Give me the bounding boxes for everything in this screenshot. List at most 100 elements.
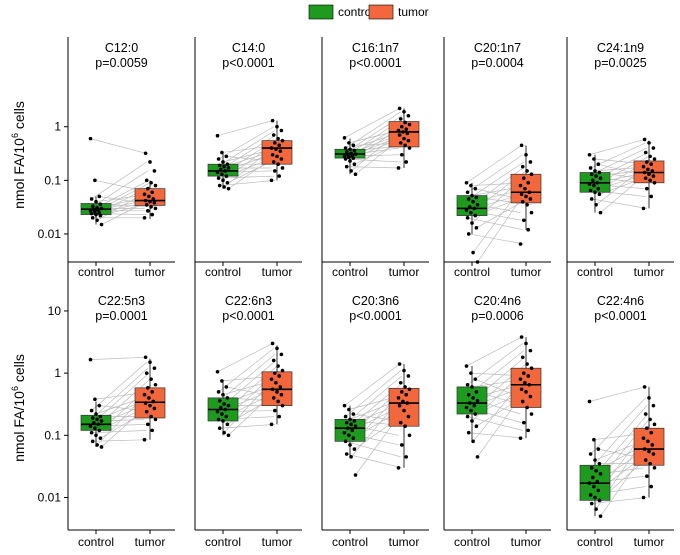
point-control <box>223 407 227 412</box>
point-control <box>221 419 225 423</box>
point-tumor <box>142 392 147 397</box>
panel-pvalue: p=0.0025 <box>594 56 647 70</box>
legend-swatch-control <box>308 4 334 20</box>
point-control <box>473 186 478 191</box>
point-tumor <box>398 420 403 425</box>
point-tumor <box>275 346 279 351</box>
pair-line <box>90 356 146 360</box>
panel-c14-0: C14:0p<0.0001 control tumor <box>194 37 302 279</box>
panel-title: C20:4n6 <box>474 294 521 308</box>
pair-line <box>591 147 647 175</box>
point-control <box>597 170 602 175</box>
point-control <box>99 419 104 423</box>
point-tumor <box>149 205 153 209</box>
point-control <box>469 183 473 188</box>
panel-title: C20:1n7 <box>474 41 521 55</box>
point-tumor <box>527 190 532 195</box>
point-tumor <box>406 414 411 419</box>
point-control <box>589 172 594 177</box>
y-axis-label-suffix: cells <box>11 101 27 133</box>
point-control <box>88 209 93 213</box>
point-tumor <box>149 377 153 381</box>
point-control <box>474 390 479 394</box>
point-tumor <box>400 124 404 129</box>
point-control <box>351 412 356 416</box>
point-control <box>348 147 352 152</box>
panel-title: C22:5n3 <box>98 294 145 308</box>
point-control <box>224 414 229 419</box>
point-control <box>351 156 356 160</box>
point-control <box>597 498 602 503</box>
point-tumor <box>518 183 523 188</box>
point-control <box>352 447 357 451</box>
point-control <box>219 405 223 410</box>
point-tumor <box>146 186 150 191</box>
point-control <box>98 436 103 440</box>
point-tumor <box>144 409 149 414</box>
point-tumor <box>143 198 148 203</box>
point-control <box>344 420 349 425</box>
point-control <box>597 461 602 466</box>
point-tumor <box>528 197 533 201</box>
point-tumor <box>646 167 650 172</box>
point-tumor <box>151 399 156 404</box>
pair-line <box>218 348 274 393</box>
pair-line <box>92 439 148 442</box>
point-tumor <box>270 341 275 346</box>
box-tumor <box>261 140 293 165</box>
point-tumor <box>150 390 154 394</box>
point-tumor <box>527 382 532 387</box>
point-tumor <box>277 414 282 419</box>
point-tumor <box>520 399 525 404</box>
point-tumor <box>271 358 276 363</box>
point-tumor <box>652 180 657 185</box>
point-tumor <box>406 374 411 378</box>
point-control <box>465 190 470 195</box>
point-control <box>464 208 469 212</box>
point-tumor <box>402 109 406 114</box>
point-tumor <box>402 368 406 373</box>
y-tick-label: 1 <box>54 366 61 380</box>
point-control <box>475 260 480 264</box>
point-control <box>353 172 358 177</box>
point-tumor <box>519 335 524 339</box>
pair-line <box>219 354 276 401</box>
x-tick-label: tumor <box>135 535 166 549</box>
point-tumor <box>407 387 412 392</box>
legend: control tumor <box>308 4 429 20</box>
point-control <box>217 183 222 188</box>
point-control <box>216 390 221 394</box>
point-control <box>89 408 94 413</box>
point-control <box>470 221 474 225</box>
point-control <box>472 403 477 408</box>
y-axis-label-suffix: cells <box>11 354 27 386</box>
point-tumor <box>278 385 283 389</box>
point-control <box>471 250 475 255</box>
y-tick-label: 0.1 <box>44 428 61 442</box>
point-tumor <box>269 422 274 427</box>
point-control <box>598 514 603 519</box>
point-tumor <box>525 405 529 410</box>
point-tumor <box>520 164 525 169</box>
point-tumor <box>279 128 284 133</box>
point-tumor <box>152 406 157 411</box>
point-control <box>98 414 103 419</box>
point-tumor <box>279 392 284 397</box>
point-control <box>470 193 474 198</box>
point-control <box>97 210 102 215</box>
point-control <box>594 468 598 473</box>
x-tick-label: control <box>577 535 613 549</box>
point-tumor <box>643 176 648 180</box>
point-tumor <box>645 426 649 431</box>
pair-line <box>91 161 147 200</box>
point-control <box>471 396 475 400</box>
point-tumor <box>519 387 524 392</box>
point-control <box>596 186 601 191</box>
y-axis-label-text: nmol FA/10 <box>11 138 27 209</box>
point-control <box>465 216 470 220</box>
point-tumor <box>407 146 412 150</box>
